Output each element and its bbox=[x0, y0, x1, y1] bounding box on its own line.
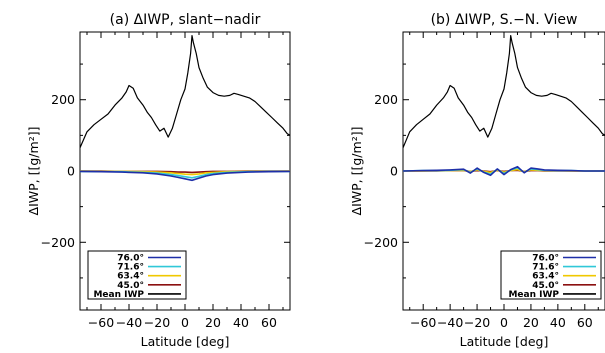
x-tick-label: 40 bbox=[550, 315, 566, 330]
legend-label-0: 76.0° bbox=[532, 254, 559, 264]
legend-label-0: 76.0° bbox=[117, 254, 144, 264]
panel-a: (a) ΔIWP, slant−nadir−60 −40 −20 0 20 40 60−20… bbox=[26, 12, 291, 349]
y-tick-label: 200 bbox=[51, 92, 75, 107]
legend-label-3: 45.0° bbox=[532, 281, 559, 291]
x-tick-label: 40 bbox=[233, 315, 249, 330]
chart-title: (b) ΔIWP, S.−N. View bbox=[431, 12, 578, 28]
x-tick-label: −60 bbox=[410, 315, 436, 330]
y-axis-label: ΔIWP, [[g/m²]] bbox=[26, 127, 41, 216]
x-axis-label: Latitude [deg] bbox=[460, 334, 549, 349]
legend-label-1: 71.6° bbox=[532, 263, 559, 273]
x-tick-label: −40 bbox=[437, 315, 463, 330]
legend-label-4: Mean IWP bbox=[508, 290, 559, 300]
series-group bbox=[80, 34, 290, 182]
x-axis-label: Latitude [deg] bbox=[141, 334, 230, 349]
x-tick-label: 0 bbox=[181, 315, 189, 330]
x-tick-label: 0 bbox=[500, 315, 508, 330]
legend-label-3: 45.0° bbox=[117, 281, 144, 291]
x-tick-label: −40 bbox=[116, 315, 142, 330]
legend: 76.0°71.6°63.4°45.0°Mean IWP bbox=[87, 250, 187, 300]
legend-label-2: 63.4° bbox=[532, 272, 559, 282]
series-line-4 bbox=[403, 34, 605, 149]
x-tick-label: 60 bbox=[577, 315, 593, 330]
y-tick-label: 0 bbox=[390, 164, 398, 179]
legend: 76.0°71.6°63.4°45.0°Mean IWP bbox=[500, 250, 602, 300]
y-axis-label: ΔIWP, [[g/m²]] bbox=[349, 127, 364, 216]
series-line-0 bbox=[403, 165, 605, 177]
series-line-4 bbox=[80, 34, 290, 149]
legend-label-1: 71.6° bbox=[117, 263, 144, 273]
x-tick-label: 20 bbox=[205, 315, 221, 330]
y-tick-label: −200 bbox=[364, 235, 398, 250]
series-line-0 bbox=[80, 170, 290, 182]
y-tick-label: 200 bbox=[374, 92, 398, 107]
x-tick-label: 20 bbox=[523, 315, 539, 330]
x-tick-label: 60 bbox=[261, 315, 277, 330]
y-tick-label: −200 bbox=[41, 235, 75, 250]
x-tick-label: −20 bbox=[144, 315, 170, 330]
legend-label-2: 63.4° bbox=[117, 272, 144, 282]
chart-title: (a) ΔIWP, slant−nadir bbox=[110, 12, 261, 28]
panel-b: (b) ΔIWP, S.−N. View−60 −40 −20 0 20 40 60−200… bbox=[349, 12, 605, 349]
series-group bbox=[403, 34, 605, 177]
x-tick-label: −20 bbox=[464, 315, 490, 330]
legend-label-4: Mean IWP bbox=[93, 290, 144, 300]
y-tick-label: 0 bbox=[67, 164, 75, 179]
x-tick-label: −60 bbox=[88, 315, 114, 330]
